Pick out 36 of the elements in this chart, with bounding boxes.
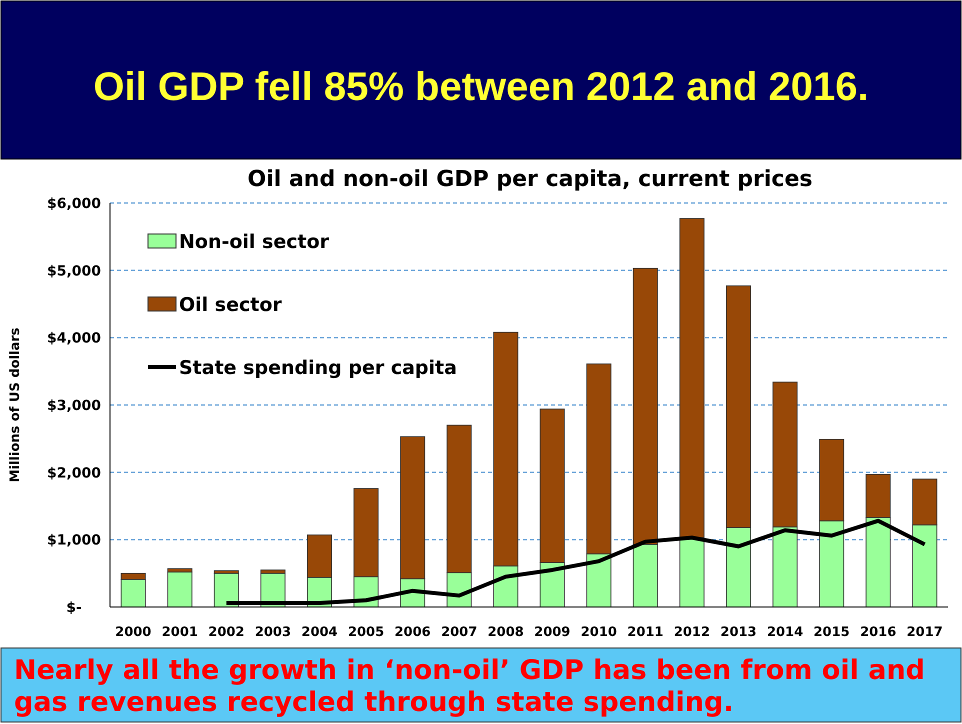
bar (679, 218, 704, 538)
y-tick-label: $6,000 (46, 196, 102, 212)
legend-label: Oil sector (179, 294, 282, 316)
bar (214, 572, 239, 608)
x-tick-label: 2003 (254, 625, 292, 640)
x-tick-label: 2009 (534, 625, 570, 640)
x-tick-label: 2014 (766, 625, 804, 640)
text: Nearly all the growth in ‘non-oil’ GDP has been from oil and gas revenues recycled through state spending. (14, 655, 925, 718)
chart-title: Oil GDP fell 85% between 2012 and 2016. (93, 65, 869, 109)
y-tick-label: $2,000 (46, 465, 102, 482)
legend-label: State spending per capita (179, 357, 457, 379)
x-tick-label: 2015 (814, 625, 850, 640)
x-tick-label: 2007 (441, 625, 478, 640)
x-tick-label: 2005 (348, 625, 384, 640)
bar (679, 537, 704, 608)
y-tick-label: $4,000 (46, 330, 102, 347)
legend-label: Non-oil sector (179, 231, 330, 253)
chart-subtitle: Oil and non-oil GDP per capita, current prices (248, 167, 812, 192)
x-tick-label: 2017 (906, 625, 943, 640)
bar (167, 572, 192, 608)
x-tick-label: 2012 (674, 625, 710, 640)
x-tick-label: 2004 (301, 625, 338, 640)
x-tick-label: 2008 (488, 625, 524, 640)
x-tick-label: 2013 (720, 625, 757, 640)
y-tick-label: $5,000 (46, 263, 102, 280)
y-tick-label: $3,000 (46, 398, 102, 414)
x-tick-label: 2010 (580, 625, 617, 640)
x-tick-label: 2011 (627, 625, 664, 640)
y-axis-title: Millions of US dollars (8, 327, 23, 482)
y-tick-label: $- (66, 600, 82, 616)
x-tick-label: 2006 (394, 625, 431, 640)
x-tick-label: 2000 (115, 625, 152, 640)
x-tick-label: 2016 (860, 625, 896, 640)
y-tick-label: $1,000 (46, 532, 102, 549)
x-tick-label: 2001 (162, 625, 198, 640)
x-tick-label: 2002 (208, 625, 244, 640)
